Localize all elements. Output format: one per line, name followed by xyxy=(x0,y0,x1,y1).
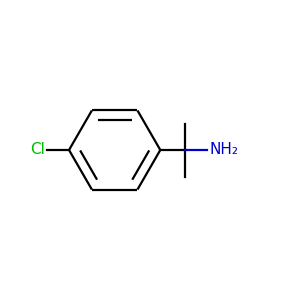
Text: NH₂: NH₂ xyxy=(209,142,238,158)
Text: Cl: Cl xyxy=(30,142,45,158)
